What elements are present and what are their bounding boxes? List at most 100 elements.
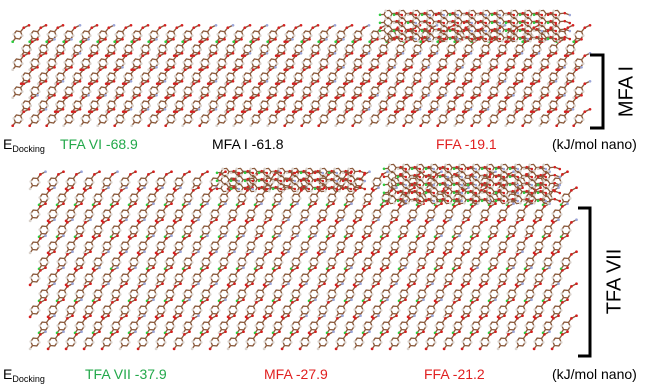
top-unit-label: (kJ/mol nano) — [552, 136, 637, 152]
atom — [350, 107, 354, 111]
atom — [257, 179, 261, 183]
atom — [98, 202, 101, 206]
atom — [114, 117, 118, 120]
atom — [358, 177, 362, 181]
atom — [172, 54, 176, 58]
atom — [265, 107, 269, 111]
molecule-bond — [38, 283, 55, 302]
atom — [396, 175, 400, 179]
atom — [536, 199, 540, 203]
atom — [84, 285, 87, 288]
atom — [148, 48, 152, 51]
atom — [296, 298, 299, 302]
atom — [515, 39, 518, 43]
atom — [496, 75, 500, 78]
molecule-bond — [119, 299, 136, 318]
atom — [179, 186, 182, 190]
atom — [417, 237, 420, 240]
atom — [251, 68, 255, 72]
atom — [505, 61, 509, 64]
atom — [361, 309, 365, 312]
atom — [549, 82, 553, 86]
atom — [343, 277, 347, 280]
atom — [469, 107, 473, 111]
atom — [461, 308, 465, 311]
atom — [243, 187, 247, 191]
atom — [398, 33, 401, 37]
atom — [180, 79, 184, 83]
atom — [568, 197, 572, 200]
atom — [156, 285, 159, 288]
atom — [382, 183, 386, 187]
atom — [274, 169, 278, 173]
atom — [574, 96, 578, 100]
atom — [253, 245, 257, 248]
atom — [384, 25, 387, 29]
atom — [379, 110, 383, 114]
atom — [494, 167, 498, 171]
atom — [93, 205, 96, 208]
atom — [543, 333, 546, 336]
atom — [535, 35, 539, 39]
atom — [101, 180, 105, 183]
atom — [107, 186, 110, 190]
atom — [435, 23, 439, 27]
atom — [227, 244, 231, 247]
molecule-bond — [407, 203, 424, 222]
atom — [560, 196, 564, 199]
atom — [148, 61, 152, 64]
atom — [503, 314, 506, 318]
atom — [234, 68, 238, 72]
atom — [183, 68, 187, 72]
atom — [363, 301, 366, 304]
atom — [71, 34, 75, 37]
atom — [128, 292, 132, 295]
atom — [471, 76, 475, 79]
atom — [518, 29, 522, 33]
molecule-bond — [326, 283, 343, 302]
atom — [163, 23, 167, 27]
atom — [523, 245, 527, 248]
atom — [54, 62, 58, 65]
atom — [74, 292, 78, 295]
atom — [37, 90, 41, 93]
atom — [445, 118, 449, 121]
atom — [438, 96, 442, 100]
atom — [199, 117, 203, 120]
atom — [326, 260, 330, 263]
atom — [83, 276, 87, 279]
atom — [104, 65, 107, 69]
atom — [469, 309, 473, 312]
atom — [114, 61, 118, 64]
atom — [138, 65, 141, 69]
atom — [260, 266, 263, 270]
molecule-bond — [299, 299, 316, 318]
atom — [400, 29, 404, 33]
molecule-bond — [236, 315, 253, 334]
atom — [478, 82, 482, 86]
atom — [263, 212, 267, 215]
atom — [352, 33, 356, 36]
atom — [129, 205, 132, 208]
atom — [361, 277, 365, 280]
atom — [112, 23, 116, 27]
atom — [522, 175, 526, 179]
atom — [64, 40, 68, 44]
molecule-bond — [47, 203, 64, 222]
atom — [221, 183, 224, 187]
atom — [526, 13, 530, 17]
atom — [510, 25, 513, 29]
atom — [93, 301, 96, 304]
atom — [45, 68, 49, 72]
atom — [510, 9, 513, 13]
atom — [530, 118, 534, 121]
atom — [164, 124, 168, 128]
atom — [208, 197, 212, 200]
atom — [547, 201, 550, 205]
atom — [486, 195, 489, 199]
atom — [568, 37, 572, 41]
atom — [500, 187, 503, 191]
molecule-bond — [533, 235, 550, 254]
atom — [532, 229, 536, 232]
atom — [399, 301, 402, 304]
